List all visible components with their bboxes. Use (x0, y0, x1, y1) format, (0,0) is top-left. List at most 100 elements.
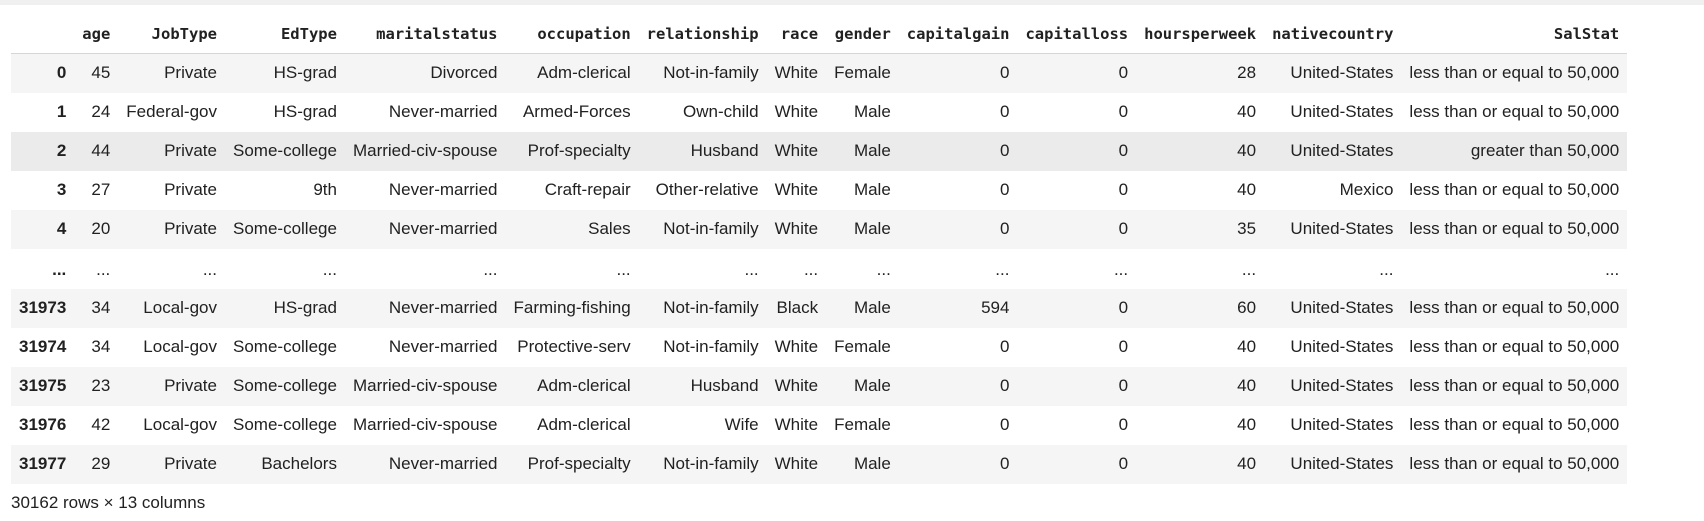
table-cell: 35 (1237, 219, 1257, 238)
table-cell: United-States (1290, 298, 1394, 317)
table-cell: 40 (1237, 415, 1257, 434)
table-cell: Husband (690, 141, 759, 160)
table-cell: Not-in-family (663, 298, 759, 317)
table-cell: United-States (1290, 337, 1394, 356)
table-cell: 0 (999, 454, 1010, 473)
table-cell: White (774, 141, 819, 160)
table-cell: 40 (1237, 454, 1257, 473)
table-cell: 0 (1118, 454, 1129, 473)
column-header-gender: gender (826, 15, 899, 54)
table-cell: 0 (1118, 376, 1129, 395)
table-cell: 40 (1237, 180, 1257, 199)
table-cell: 0 (999, 415, 1010, 434)
row-index: 4 (56, 219, 67, 238)
table-cell: 40 (1237, 337, 1257, 356)
table-cell: United-States (1290, 415, 1394, 434)
table-cell: White (774, 180, 819, 199)
table-body: 0 45 Private HS-grad Divorced Adm-cleric… (11, 53, 1628, 484)
table-cell: 0 (1118, 63, 1129, 83)
table-cell: HS-grad (273, 102, 337, 121)
table-cell: White (774, 63, 819, 83)
row-index: 1 (56, 102, 67, 121)
table-row: 31974 34 Local-gov Some-college Never-ma… (11, 327, 1628, 367)
table-cell: ... (1379, 259, 1394, 279)
table-cell: 0 (999, 180, 1010, 199)
table-cell: less than or equal to 50,000 (1409, 219, 1620, 238)
table-cell: Federal-gov (126, 102, 217, 121)
table-cell: United-States (1290, 63, 1394, 83)
table-cell: Not-in-family (663, 337, 759, 356)
table-cell: 0 (1118, 102, 1129, 121)
column-header-jobtype: JobType (118, 15, 225, 54)
table-cell: Wife (724, 415, 759, 434)
table-row: 3 27 Private 9th Never-married Craft-rep… (11, 170, 1628, 210)
table-cell: greater than 50,000 (1470, 141, 1620, 160)
column-header-maritalstatus: maritalstatus (344, 15, 506, 54)
table-cell: ... (202, 259, 217, 279)
table-cell: United-States (1290, 454, 1394, 473)
row-index: 31973 (19, 298, 67, 317)
table-row: 0 45 Private HS-grad Divorced Adm-cleric… (11, 53, 1628, 93)
table-cell: Never-married (388, 102, 498, 121)
table-cell: ... (1605, 259, 1620, 279)
table-cell: Married-civ-spouse (352, 415, 498, 434)
table-cell: Private (164, 454, 217, 473)
table-row: 31976 42 Local-gov Some-college Married-… (11, 405, 1628, 445)
table-cell: 594 (981, 298, 1010, 317)
table-cell: Female (834, 63, 891, 83)
table-row: 31977 29 Private Bachelors Never-married… (11, 444, 1628, 484)
row-index: 31975 (19, 376, 67, 395)
table-cell: Local-gov (143, 298, 217, 317)
table-cell: Male (853, 454, 891, 473)
column-header-edtype: EdType (225, 15, 345, 54)
table-cell: Divorced (430, 63, 498, 83)
table-cell: Male (853, 219, 891, 238)
row-index: 0 (56, 63, 67, 83)
table-cell: 27 (91, 180, 111, 199)
table-cell: Sales (588, 219, 631, 238)
table-cell: Male (853, 180, 891, 199)
table-cell: less than or equal to 50,000 (1409, 180, 1620, 199)
table-cell: 0 (999, 219, 1010, 238)
table-cell: Mexico (1339, 180, 1394, 199)
table-cell: less than or equal to 50,000 (1409, 63, 1620, 83)
table-cell: Not-in-family (663, 219, 759, 238)
table-cell: less than or equal to 50,000 (1409, 454, 1620, 473)
table-cell: ... (1241, 259, 1257, 279)
column-header-nativecountry: nativecountry (1264, 15, 1402, 54)
table-cell: 20 (91, 219, 111, 238)
dataframe-shape-footer: 30162 rows × 13 columns (11, 493, 206, 512)
table-cell: Never-married (388, 298, 498, 317)
table-cell: Male (853, 298, 891, 317)
table-cell: United-States (1290, 102, 1394, 121)
table-cell: Other-relative (655, 180, 759, 199)
table-cell: Married-civ-spouse (352, 141, 498, 160)
column-header-race: race (766, 15, 827, 54)
table-cell: Private (164, 141, 217, 160)
table-row: 31975 23 Private Some-college Married-ci… (11, 366, 1628, 406)
table-cell: White (774, 337, 819, 356)
table-cell: ... (483, 259, 498, 279)
table-cell: Never-married (388, 219, 498, 238)
row-index: 2 (56, 141, 67, 160)
table-cell: United-States (1290, 376, 1394, 395)
table-cell: less than or equal to 50,000 (1409, 376, 1620, 395)
table-cell: 0 (999, 141, 1010, 160)
table-cell: ... (995, 259, 1010, 279)
table-cell: 0 (999, 63, 1010, 83)
table-cell: 9th (313, 180, 337, 199)
table-cell: Some-college (233, 376, 337, 395)
column-header-hoursperweek: hoursperweek (1136, 15, 1265, 54)
table-cell: Some-college (233, 415, 337, 434)
table-cell: 40 (1237, 102, 1257, 121)
table-cell: 0 (1118, 141, 1129, 160)
table-cell: Protective-serv (517, 337, 631, 356)
column-header-age: age (74, 15, 119, 54)
table-row: 31973 34 Local-gov HS-grad Never-married… (11, 288, 1628, 328)
table-cell: ... (322, 259, 337, 279)
table-cell: 42 (91, 415, 111, 434)
table-cell: Adm-clerical (537, 63, 631, 83)
table-cell: Never-married (388, 180, 498, 199)
table-cell: 0 (999, 102, 1010, 121)
row-index: 31977 (19, 454, 67, 473)
